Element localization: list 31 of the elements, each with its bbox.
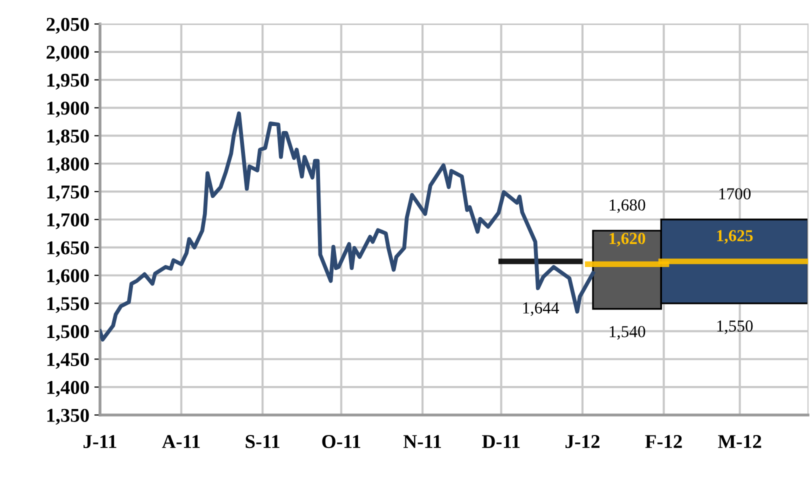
series-label: 1,625	[717, 230, 753, 244]
y-tick-label: 1,650	[47, 241, 89, 258]
x-tick-label: D-11	[482, 435, 520, 448]
y-tick-label: 1,350	[47, 408, 89, 425]
annotation: 1,680	[610, 199, 646, 214]
y-tick-label: 2,000	[46, 46, 89, 62]
x-tick-label: J-11	[84, 435, 116, 448]
annotation: 1,540	[610, 326, 646, 340]
y-tick-label: 1,750	[47, 185, 89, 202]
x-tick-label: N-11	[403, 435, 441, 448]
text: 1,644	[523, 302, 560, 316]
annotation: 1700	[719, 188, 751, 200]
y-tick-label: 2,050	[46, 18, 89, 34]
x-tick-label: S-11	[246, 435, 280, 448]
x-tick-label: O-11	[322, 435, 360, 448]
y-tick-label: 1,800	[47, 157, 89, 174]
y-tick-label: 1,850	[47, 130, 89, 146]
x-tick-label: J-12	[566, 435, 600, 448]
y-tick-label: 1,950	[47, 74, 89, 90]
x-tick-label: M-12	[718, 435, 762, 448]
y-tick-label: 1,450	[47, 352, 89, 369]
y-tick-label: 1,500	[47, 325, 89, 341]
x-tick-label: A-11	[162, 435, 200, 448]
y-tick-label: 1,600	[47, 269, 89, 286]
annotation: 1,550	[717, 320, 753, 334]
x-tick-label: F-12	[645, 435, 682, 448]
y-tick-label: 1,400	[47, 380, 89, 397]
y-tick-label: 1,700	[47, 213, 89, 230]
y-tick-label: 1,550	[47, 297, 89, 314]
y-tick-label: 1,900	[47, 102, 89, 118]
series-label: 1,620	[610, 232, 646, 247]
